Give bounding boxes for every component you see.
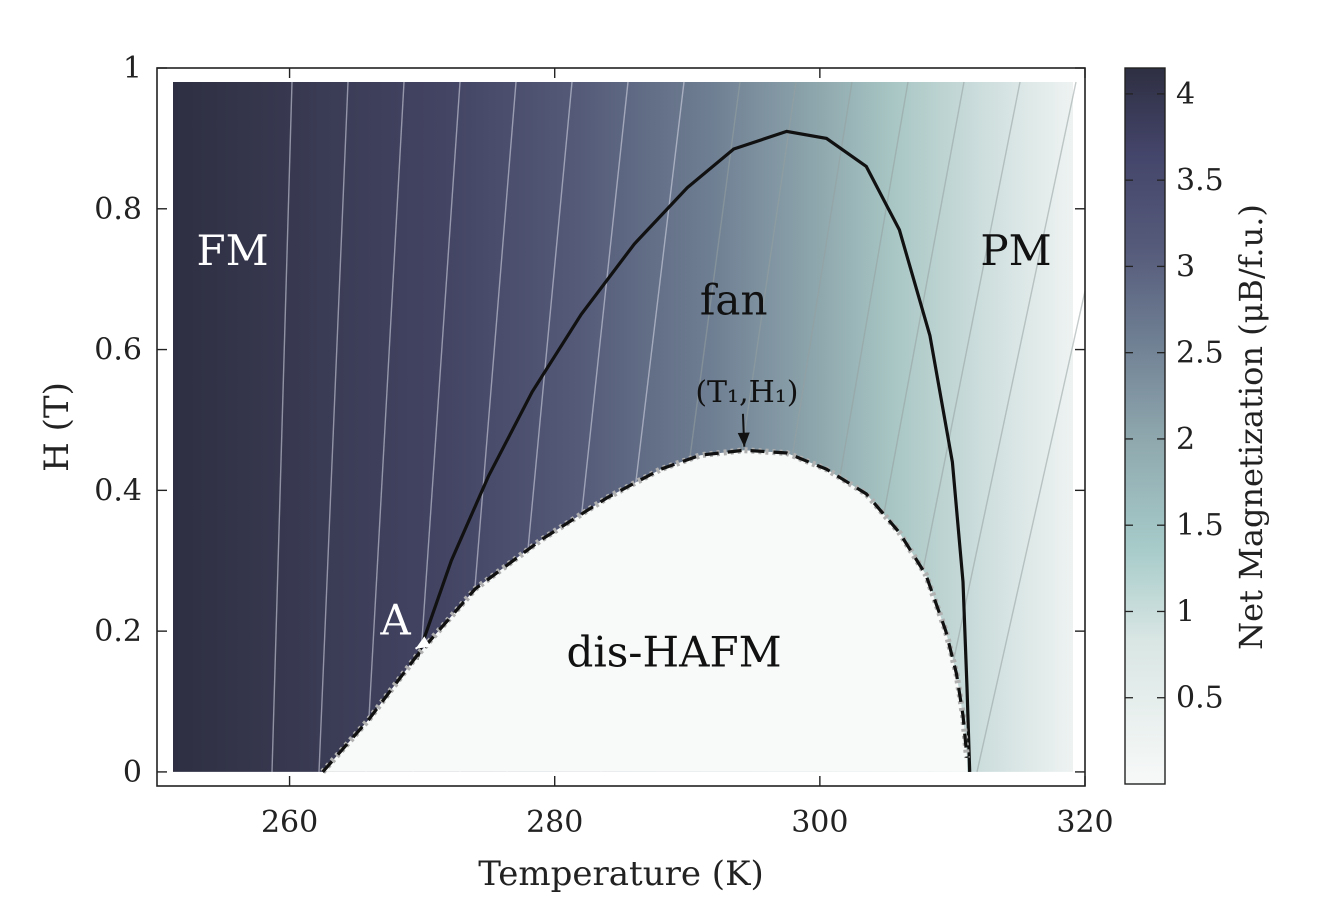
x-tick-label: 260 [261,805,318,840]
annotation-t1-h1: (T₁,H₁) [695,375,798,410]
colorbar-tick-label: 4 [1176,77,1195,112]
contour-line [318,81,349,772]
region-label-fan: fan [700,275,768,324]
x-tick-label: 280 [526,805,583,840]
x-axis-label: Temperature (K) [478,854,763,894]
y-tick-label: 0 [123,755,142,790]
contour-line [976,288,1085,773]
plot-frame [156,67,1086,787]
region-label-dis-hafm: dis-HAFM [566,627,781,676]
dis-hafm-region [322,450,967,772]
x-axis-ticks: 260 280 300 320 [261,68,1114,840]
contour-line [271,81,293,772]
colorbar-label: Net Magnetization (μB/f.u.) [1232,204,1270,650]
annotation-arrow-head [737,432,750,447]
y-axis-label: H (T) [37,382,77,472]
annotation-arrow-head [415,636,431,649]
colorbar-ticks: 0.5 1 1.5 2 2.5 3 3.5 4 [1125,77,1224,716]
region-label-fm: FM [196,226,268,275]
region-label-pm: PM [980,226,1051,275]
x-tick-label: 300 [791,805,848,840]
annotation-point-a: A [379,596,411,645]
x-tick-label: 320 [1056,805,1113,840]
colorbar-tick-label: 1.5 [1176,508,1224,543]
y-tick-label: 0.8 [94,192,142,227]
colorbar-tick-label: 0.5 [1176,681,1224,716]
colorbar-tick-label: 3 [1176,249,1195,284]
y-axis-ticks: 0 0.2 0.4 0.6 0.8 1 [94,51,1085,790]
region-labels: FM fan PM dis-HAFM [196,226,1051,676]
plot-area [173,81,1085,776]
colorbar-tick-label: 3.5 [1176,163,1224,198]
below-zero-blank [173,771,1073,776]
colorbar-gradient [1124,67,1166,785]
colorbar-tick-label: 2 [1176,422,1195,457]
contour-line [929,81,1077,773]
colorbar: 0.5 1 1.5 2 2.5 3 3.5 4 Net Magnetization (μB/f… [1124,67,1270,785]
y-tick-label: 0.4 [94,473,142,508]
y-tick-label: 0.6 [94,333,142,368]
fan-boundary-line [415,129,972,772]
colorbar-tick-label: 1 [1176,594,1195,629]
y-tick-label: 1 [123,51,142,86]
contour-line [365,81,405,772]
annotations: A (T₁,H₁) [379,375,799,650]
colorbar-tick-label: 2.5 [1176,336,1224,371]
y-tick-label: 0.2 [94,614,142,649]
hafm-boundary-highlight [320,447,970,774]
